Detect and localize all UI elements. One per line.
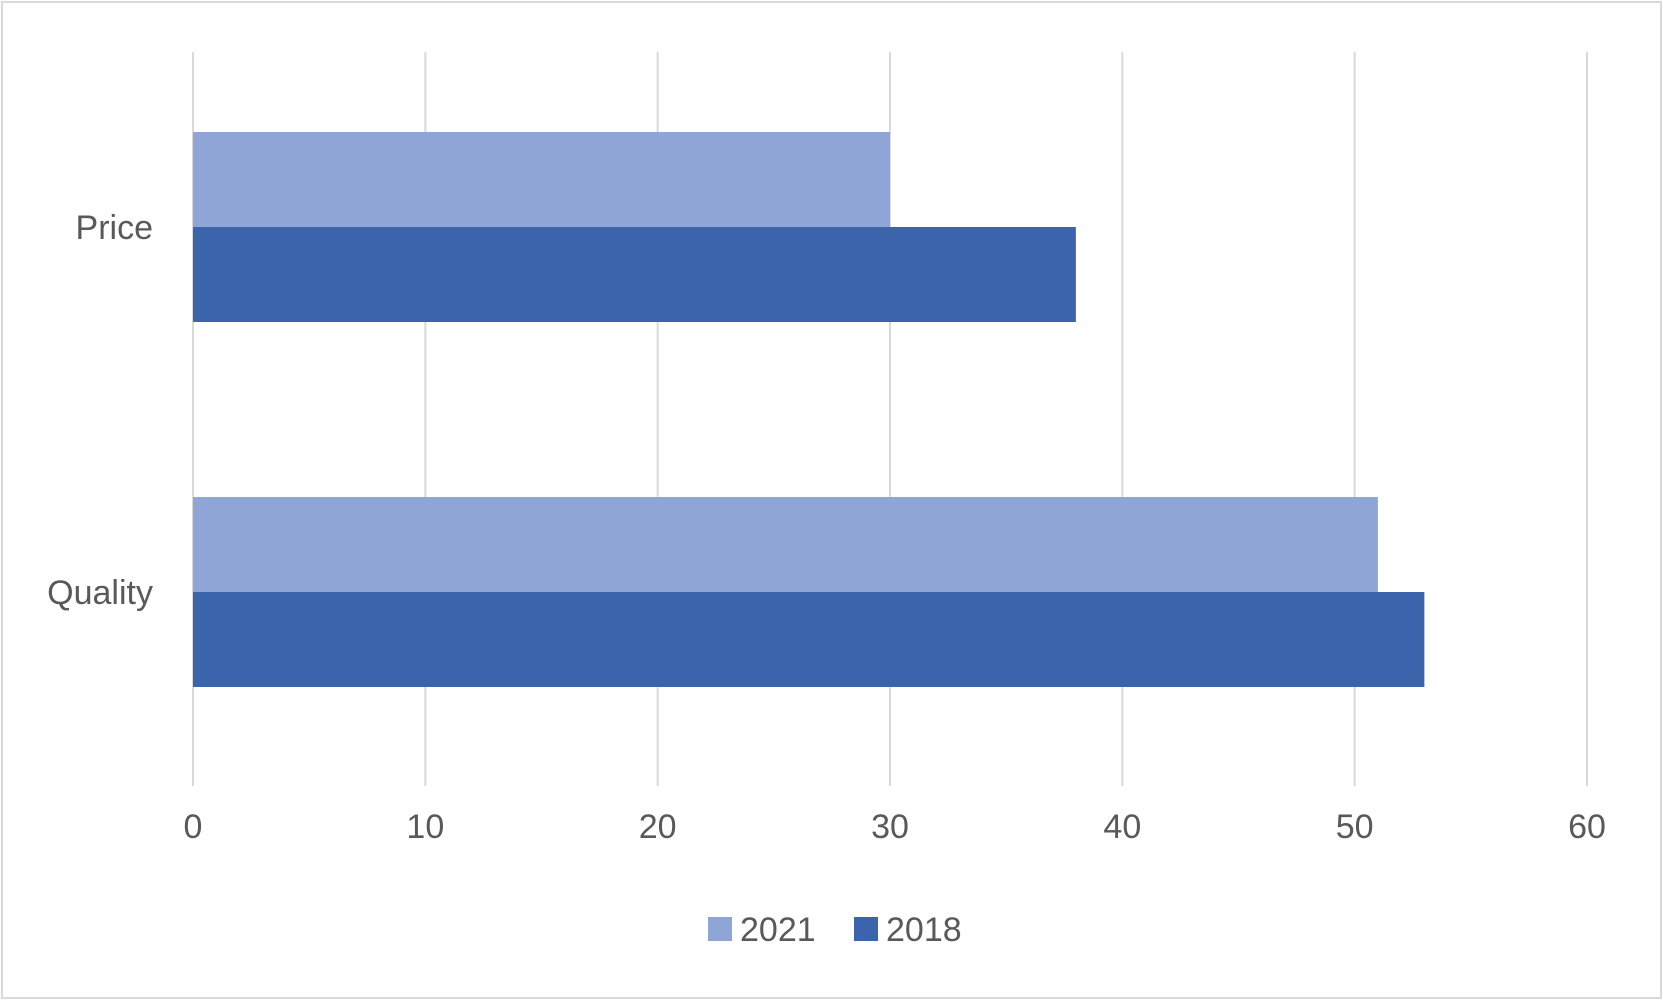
legend-label-2018: 2018 bbox=[886, 911, 962, 949]
x-tick-label-50: 50 bbox=[1336, 808, 1374, 846]
x-tick-label-30: 30 bbox=[871, 808, 909, 846]
x-tick-label-60: 60 bbox=[1568, 808, 1606, 846]
bar-quality-2021 bbox=[193, 497, 1378, 592]
legend: 2021 2018 bbox=[708, 911, 962, 949]
x-tick-label-10: 10 bbox=[406, 808, 444, 846]
bar-price-2018 bbox=[193, 227, 1076, 322]
x-axis-ticks: 0 10 20 30 40 50 60 bbox=[184, 808, 1606, 846]
x-tick-label-0: 0 bbox=[184, 808, 203, 846]
legend-label-2021: 2021 bbox=[740, 911, 816, 949]
category-label-price: Price bbox=[76, 209, 153, 247]
category-label-quality: Quality bbox=[47, 574, 153, 612]
legend-swatch-2018 bbox=[854, 917, 878, 941]
y-axis-categories: Price Quality bbox=[47, 209, 153, 612]
x-tick-label-40: 40 bbox=[1103, 808, 1141, 846]
bars bbox=[193, 132, 1425, 687]
legend-swatch-2021 bbox=[708, 917, 732, 941]
bar-quality-2018 bbox=[193, 592, 1425, 687]
x-tick-label-20: 20 bbox=[639, 808, 677, 846]
bar-price-2021 bbox=[193, 132, 890, 227]
